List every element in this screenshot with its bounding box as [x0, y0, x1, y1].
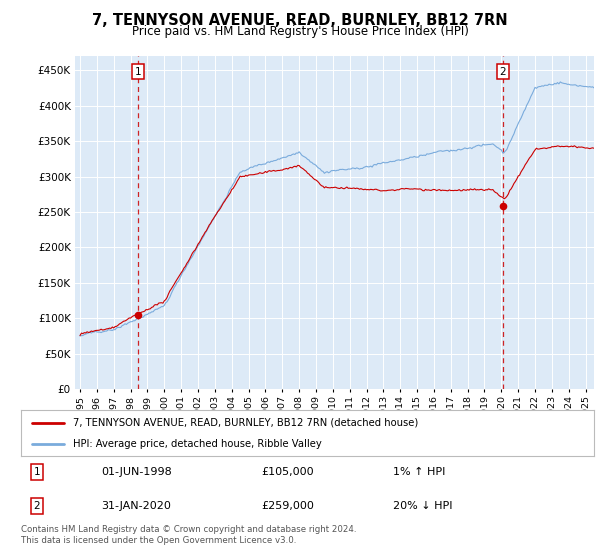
Text: 1: 1 [134, 67, 141, 77]
Text: 2: 2 [499, 67, 506, 77]
Text: 20% ↓ HPI: 20% ↓ HPI [394, 501, 453, 511]
Text: 1: 1 [34, 466, 40, 477]
Text: 31-JAN-2020: 31-JAN-2020 [101, 501, 171, 511]
Text: £259,000: £259,000 [262, 501, 314, 511]
Text: HPI: Average price, detached house, Ribble Valley: HPI: Average price, detached house, Ribb… [73, 439, 322, 449]
Text: £105,000: £105,000 [262, 466, 314, 477]
Text: 7, TENNYSON AVENUE, READ, BURNLEY, BB12 7RN: 7, TENNYSON AVENUE, READ, BURNLEY, BB12 … [92, 13, 508, 29]
Text: Contains HM Land Registry data © Crown copyright and database right 2024.
This d: Contains HM Land Registry data © Crown c… [21, 525, 356, 545]
Text: 01-JUN-1998: 01-JUN-1998 [101, 466, 172, 477]
Text: Price paid vs. HM Land Registry's House Price Index (HPI): Price paid vs. HM Land Registry's House … [131, 25, 469, 38]
Text: 7, TENNYSON AVENUE, READ, BURNLEY, BB12 7RN (detached house): 7, TENNYSON AVENUE, READ, BURNLEY, BB12 … [73, 418, 418, 428]
Text: 1% ↑ HPI: 1% ↑ HPI [394, 466, 446, 477]
Text: 2: 2 [34, 501, 40, 511]
